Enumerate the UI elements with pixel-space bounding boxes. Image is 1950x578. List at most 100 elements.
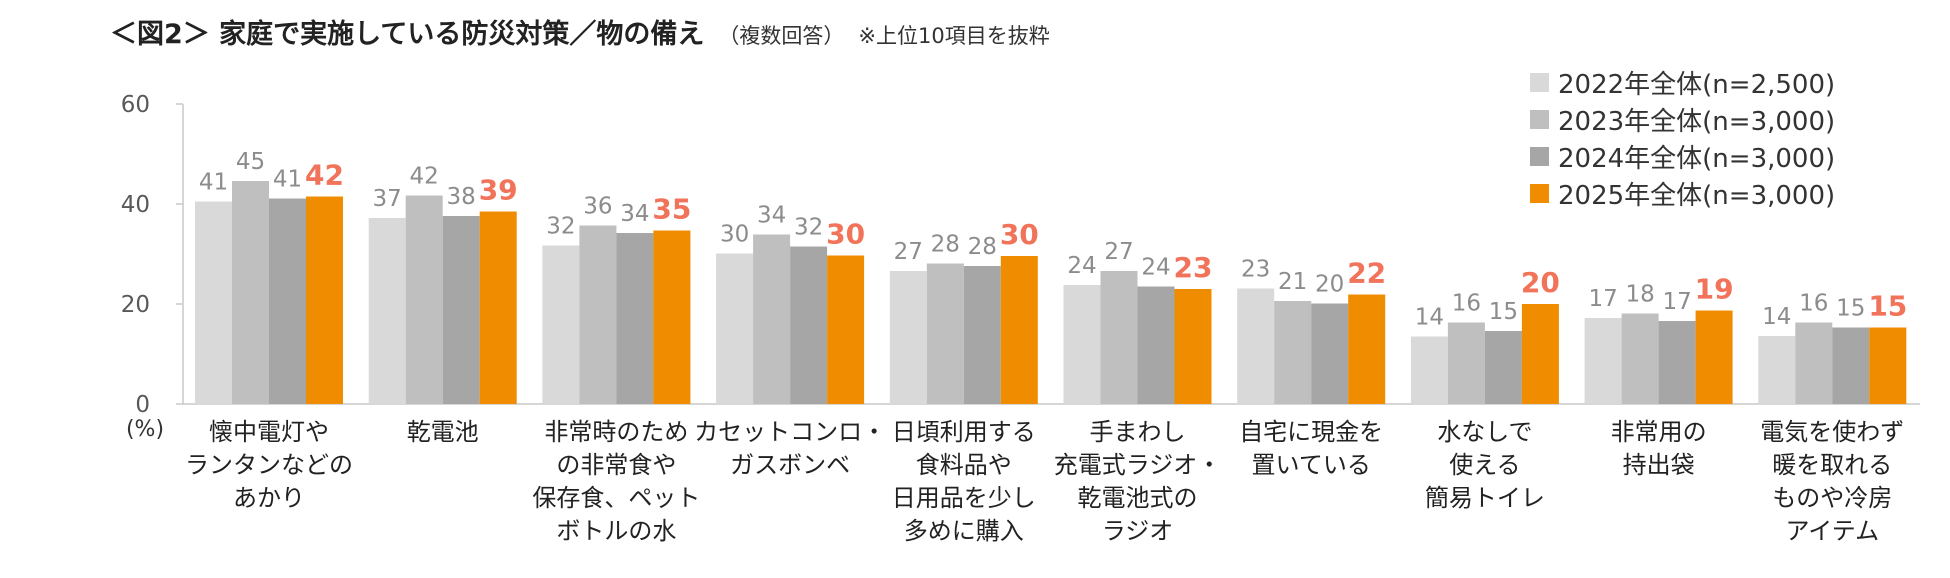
data-label: 27 — [1104, 239, 1133, 265]
bar-3-10 — [1832, 327, 1870, 404]
chart-title: ＜図2＞ 家庭で実施している防災対策／物の備え — [110, 19, 705, 50]
legend-label: 2025年全体(n=3,000) — [1558, 181, 1836, 211]
bar-4-8 — [1521, 304, 1559, 404]
category-label: 食料品や — [916, 451, 1012, 479]
bar-1-3 — [542, 245, 580, 404]
data-label: 41 — [199, 170, 228, 196]
data-label: 36 — [583, 194, 612, 220]
y-tick-label: 0 — [135, 392, 150, 418]
y-axis-unit-label: (%) — [126, 417, 164, 442]
category-label: 非常用の — [1611, 418, 1707, 446]
data-label: 23 — [1241, 257, 1270, 283]
bar-2-9 — [1621, 313, 1659, 404]
bar-4-1 — [306, 196, 343, 404]
data-label: 17 — [1588, 286, 1617, 312]
chart-note: ※上位10項目を抜粋 — [858, 24, 1050, 48]
bar-4-6 — [1174, 289, 1212, 404]
category-label: ラジオ — [1102, 517, 1174, 545]
legend-swatch — [1530, 73, 1549, 92]
data-label: 30 — [720, 222, 749, 248]
data-label: 24 — [1067, 253, 1096, 279]
legend-item: 2024年全体(n=3,000) — [1530, 138, 1835, 175]
category-label: 手まわし — [1090, 418, 1186, 446]
category-label: あかり — [233, 484, 305, 512]
data-label: 15 — [1489, 299, 1518, 325]
bar-3-1 — [269, 198, 306, 404]
data-label: 30 — [826, 218, 865, 251]
bar-1-9 — [1584, 318, 1622, 404]
category-label: 懐中電灯や — [209, 418, 329, 446]
legend-item: 2025年全体(n=3,000) — [1530, 175, 1835, 212]
category-label: の非常食や — [556, 451, 676, 479]
bar-4-2 — [479, 211, 517, 404]
legend-label: 2022年全体(n=2,500) — [1558, 70, 1836, 100]
data-label: 28 — [968, 234, 997, 260]
bar-2-4 — [753, 234, 791, 404]
bar-2-3 — [579, 225, 617, 404]
bar-3-6 — [1137, 286, 1175, 404]
data-label: 15 — [1836, 296, 1865, 322]
bar-3-2 — [442, 216, 480, 404]
category-label: 自宅に現金を — [1239, 418, 1383, 446]
bar-1-1 — [195, 201, 232, 404]
bar-3-5 — [963, 266, 1001, 404]
data-label: 17 — [1662, 289, 1691, 315]
legend-label: 2023年全体(n=3,000) — [1558, 107, 1836, 137]
category-label: ガスボンベ — [730, 451, 850, 479]
category-label: カセットコンロ・ — [694, 418, 886, 446]
bar-3-8 — [1484, 331, 1522, 404]
data-label: 23 — [1174, 251, 1213, 284]
data-label: 16 — [1452, 291, 1481, 317]
legend-swatch — [1530, 147, 1549, 166]
y-tick-label: 60 — [121, 92, 150, 118]
legend-swatch — [1530, 110, 1549, 129]
bar-1-6 — [1063, 285, 1101, 404]
legend-swatch — [1530, 184, 1549, 203]
data-label: 20 — [1521, 266, 1560, 299]
category-label: 多めに購入 — [904, 517, 1024, 545]
bar-1-2 — [368, 218, 406, 404]
data-label: 34 — [757, 203, 786, 229]
data-label: 21 — [1278, 269, 1307, 295]
data-label: 19 — [1695, 273, 1734, 306]
bar-2-8 — [1447, 322, 1485, 404]
category-label: 暖を取れる — [1772, 451, 1892, 479]
bar-2-6 — [1100, 271, 1138, 404]
category-label: 持出袋 — [1623, 451, 1695, 479]
data-label: 42 — [305, 159, 344, 192]
data-label: 27 — [894, 239, 923, 265]
data-label: 14 — [1415, 305, 1444, 331]
data-label: 38 — [447, 184, 476, 210]
bar-4-7 — [1348, 294, 1386, 404]
data-label: 45 — [236, 149, 265, 175]
bar-2-2 — [405, 195, 443, 404]
data-label: 15 — [1868, 290, 1907, 323]
bar-1-4 — [716, 253, 754, 404]
data-label: 14 — [1762, 304, 1791, 330]
category-label: 置いている — [1252, 451, 1371, 479]
bar-4-4 — [827, 255, 865, 404]
bar-3-7 — [1311, 303, 1349, 404]
category-label: 日用品を少し — [892, 484, 1036, 512]
data-label: 16 — [1799, 291, 1828, 317]
bar-3-4 — [790, 246, 828, 404]
data-label: 39 — [479, 174, 518, 207]
data-label: 32 — [794, 215, 823, 241]
bar-4-3 — [653, 230, 691, 404]
data-label: 37 — [373, 186, 402, 212]
data-label: 30 — [1000, 218, 1039, 251]
bar-1-7 — [1237, 288, 1275, 404]
category-label: 使える — [1449, 451, 1520, 479]
category-label: 日頃利用する — [892, 418, 1036, 446]
data-label: 35 — [652, 193, 691, 226]
data-label: 42 — [410, 164, 439, 190]
legend-item: 2023年全体(n=3,000) — [1530, 101, 1835, 138]
data-label: 32 — [546, 214, 575, 240]
category-label: ランタンなどの — [185, 451, 353, 479]
category-label: 電気を使わず — [1760, 418, 1904, 446]
bar-1-5 — [889, 271, 927, 404]
bar-1-8 — [1410, 336, 1448, 404]
chart-title-row: ＜図2＞ 家庭で実施している防災対策／物の備え （複数回答） ※上位10項目を抜… — [110, 12, 1050, 51]
category-label: 水なしで — [1437, 418, 1532, 446]
